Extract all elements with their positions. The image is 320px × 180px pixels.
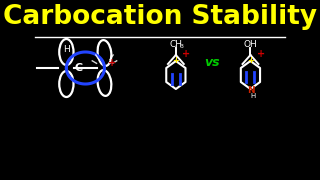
Text: +: + <box>247 55 254 64</box>
Text: CH: CH <box>169 39 182 48</box>
Text: H: H <box>250 93 255 99</box>
Text: N: N <box>247 86 254 94</box>
Text: 3: 3 <box>180 44 183 48</box>
Text: vs: vs <box>204 55 220 69</box>
Text: Carbocation Stability: Carbocation Stability <box>3 4 317 30</box>
Text: +: + <box>172 55 180 64</box>
Text: −: − <box>36 62 46 75</box>
Text: +: + <box>108 58 116 68</box>
Text: C: C <box>74 63 82 73</box>
Text: H: H <box>63 44 70 53</box>
Text: OH: OH <box>244 39 257 48</box>
Text: +: + <box>182 49 190 59</box>
Text: +: + <box>257 49 265 59</box>
